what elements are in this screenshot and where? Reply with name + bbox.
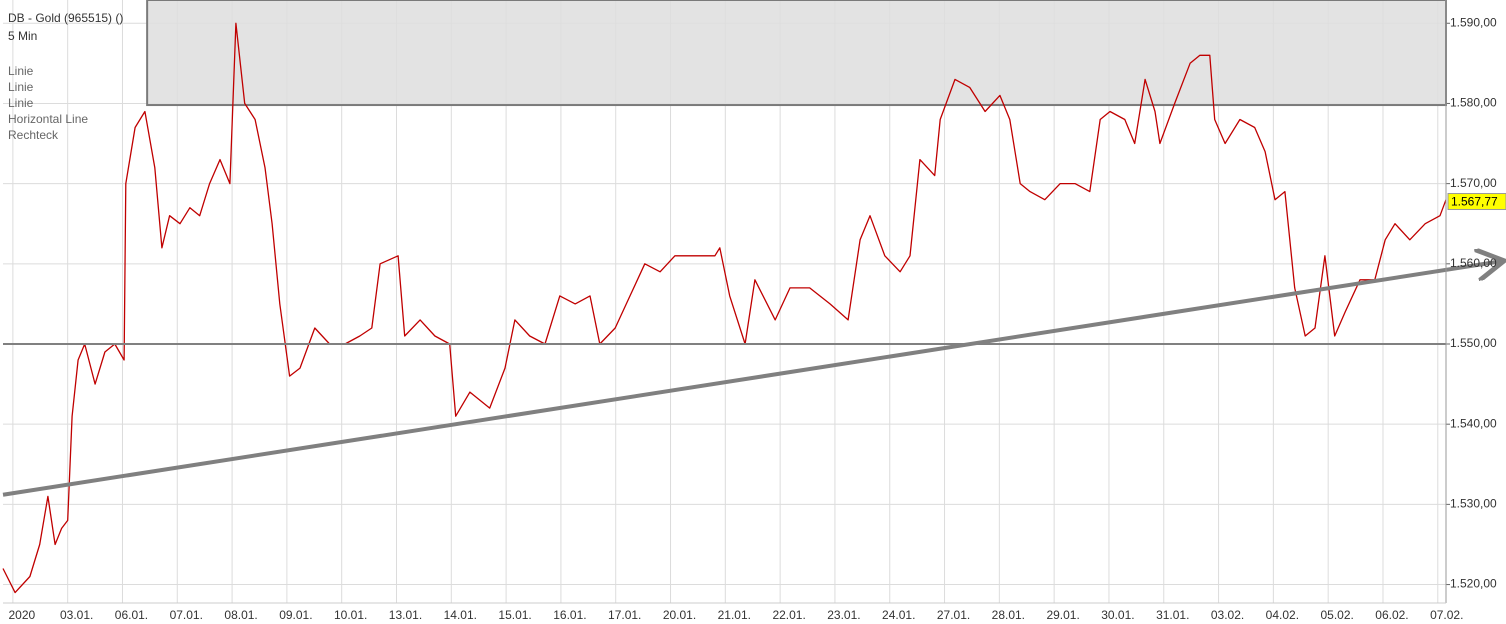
y-tick-label: 1.550,00 <box>1450 336 1497 350</box>
x-tick-label: 23.01. <box>827 608 860 622</box>
x-tick-label: 15.01. <box>498 608 531 622</box>
x-tick-label: 03.02. <box>1211 608 1244 622</box>
x-tick-label: 14.01. <box>444 608 477 622</box>
y-tick-label: 1.520,00 <box>1450 577 1497 591</box>
y-tick-label: 1.560,00 <box>1450 256 1497 270</box>
x-tick-label: 27.01. <box>937 608 970 622</box>
x-tick-label: 24.01. <box>882 608 915 622</box>
x-tick-label: 31.01. <box>1156 608 1189 622</box>
x-tick-label: 16.01. <box>553 608 586 622</box>
trend-line <box>2 261 1500 497</box>
axes: 1.520,00 1.530,00 1.540,00 1.550,00 1.560,00… <box>3 0 1506 622</box>
x-tick-label: 07.02. <box>1430 608 1463 622</box>
x-tick-label: 29.01. <box>1046 608 1079 622</box>
drawing-label: Linie <box>8 64 34 78</box>
drawing-label: Linie <box>8 80 34 94</box>
x-tick-label: 06.02. <box>1375 608 1408 622</box>
rectangle-drawing <box>146 0 1447 107</box>
x-tick-label: 21.01. <box>718 608 751 622</box>
x-tick-label: 07.01. <box>170 608 203 622</box>
price-line <box>2 22 1447 594</box>
y-tick-label: 1.540,00 <box>1450 416 1497 430</box>
x-tick-label: 06.01. <box>115 608 148 622</box>
last-price-box <box>1447 193 1506 211</box>
interval: 5 Min <box>8 29 37 43</box>
y-tick-label: 1.570,00 <box>1450 176 1497 190</box>
chart-title: DB - Gold (965515) () <box>8 11 123 25</box>
last-price-label: 1.567,77 <box>1451 195 1498 209</box>
x-tick-label: 09.01. <box>279 608 312 622</box>
x-tick-label: 2020 <box>9 608 36 622</box>
x-tick-label: 04.02. <box>1266 608 1299 622</box>
x-tick-label: 20.01. <box>663 608 696 622</box>
x-tick-label: 08.01. <box>224 608 257 622</box>
x-tick-label: 03.01. <box>60 608 93 622</box>
y-tick-label: 1.580,00 <box>1450 96 1497 110</box>
drawing-label: Rechteck <box>8 128 59 142</box>
x-tick-label: 17.01. <box>608 608 641 622</box>
x-tick-label: 22.01. <box>772 608 805 622</box>
x-tick-label: 13.01. <box>389 608 422 622</box>
plot <box>2 0 1500 594</box>
drawing-label: Horizontal Line <box>8 112 88 126</box>
x-tick-label: 05.02. <box>1320 608 1353 622</box>
y-tick-label: 1.590,00 <box>1450 15 1497 29</box>
legend: DB - Gold (965515) () 5 Min Linie Linie Li… <box>8 11 123 142</box>
x-tick-label: 28.01. <box>992 608 1025 622</box>
drawing-label: Linie <box>8 96 34 110</box>
y-tick-label: 1.530,00 <box>1450 497 1497 511</box>
x-tick-label: 30.01. <box>1101 608 1134 622</box>
x-tick-label: 10.01. <box>334 608 367 622</box>
